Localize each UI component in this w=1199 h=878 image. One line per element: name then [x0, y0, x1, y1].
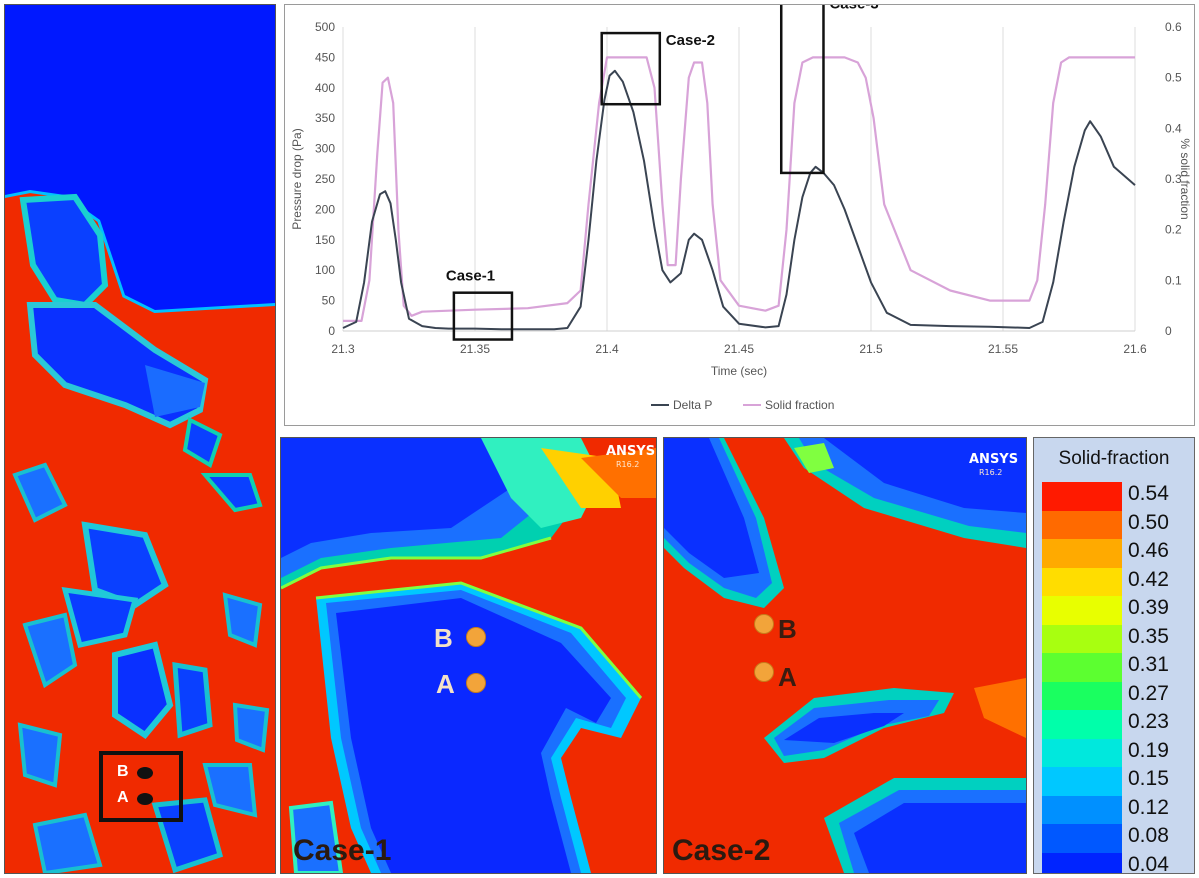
y2-tick-label: 0 — [1165, 324, 1172, 338]
case1-contour-image — [281, 438, 656, 873]
solid-fraction-line — [343, 56, 1135, 322]
colorbar-value: 0.35 — [1128, 624, 1169, 648]
annotation-box — [779, 5, 825, 175]
colorbar-value: 0.54 — [1128, 482, 1169, 505]
colorbar-swatch — [1042, 510, 1122, 540]
colorbar-swatch — [1042, 852, 1122, 873]
x-tick-label: 21.45 — [724, 342, 754, 356]
colorbar-value: 0.12 — [1128, 795, 1169, 819]
case2-point-a-marker — [754, 662, 774, 682]
y2-tick-label: 0.2 — [1165, 223, 1182, 237]
annotation-box — [452, 291, 514, 341]
colorbar-swatch — [1042, 738, 1122, 768]
colorbar-value: 0.46 — [1128, 539, 1169, 562]
case1-title: Case-1 — [293, 834, 392, 867]
case2-contour-image — [664, 438, 1026, 873]
chart-panel: 21.3 21.35 21.4 21.45 21.5 21.55 21.6 0 50 100 150… — [284, 4, 1195, 426]
colorbar-value: 0.04 — [1128, 852, 1169, 874]
case2-point-a-label: A — [778, 662, 797, 692]
colorbar-swatch — [1042, 539, 1122, 568]
case1-contour-panel: ANSYS R16.2 B A Case-1 — [280, 437, 657, 874]
left-contour-panel: B A — [4, 4, 276, 874]
colorbar-value: 0.39 — [1128, 596, 1169, 619]
colorbar-swatch — [1042, 795, 1122, 825]
colorbar-value: 0.15 — [1128, 767, 1169, 790]
y-tick-label: 400 — [315, 81, 335, 95]
colorbar-value: 0.50 — [1128, 510, 1169, 534]
colorbar-value: 0.23 — [1128, 710, 1169, 733]
colorbar-swatch — [1042, 653, 1122, 682]
case2-contour-panel: ANSYS R16.2 B A Case-2 — [663, 437, 1027, 874]
annotation-box — [600, 31, 662, 106]
case1-point-a-marker — [466, 673, 486, 693]
y-tick-label: 500 — [315, 20, 335, 34]
case2-watermark: ANSYS — [969, 452, 1019, 467]
case2-watermark-sub: R16.2 — [979, 468, 1003, 477]
x-tick-label: 21.4 — [595, 342, 619, 356]
y-tick-label: 300 — [315, 142, 335, 156]
case1-watermark-sub: R16.2 — [616, 460, 640, 469]
colorbar-swatch — [1042, 567, 1122, 597]
colorbar-value: 0.27 — [1128, 681, 1169, 705]
left-point-b-label: B — [117, 763, 129, 780]
y-tick-label: 450 — [315, 50, 335, 64]
x-tick-label: 21.6 — [1123, 342, 1147, 356]
colorbar-swatch — [1042, 824, 1122, 853]
y2-tick-label: 0.1 — [1165, 273, 1182, 287]
legend-solid-fraction-label: Solid fraction — [765, 398, 834, 412]
y-tick-label: 250 — [315, 172, 335, 186]
y2-tick-label: 0.6 — [1165, 20, 1182, 34]
x-tick-label: 21.55 — [988, 342, 1018, 356]
y2-tick-label: 0.3 — [1165, 172, 1182, 186]
colorbar-swatch — [1042, 624, 1122, 654]
line-chart: 21.3 21.35 21.4 21.45 21.5 21.55 21.6 0 50 100 150… — [290, 5, 1192, 412]
y-tick-label: 100 — [315, 263, 335, 277]
left-contour-image — [5, 5, 275, 873]
annotation-label: Case-3 — [829, 5, 878, 13]
colorbar-swatch — [1042, 767, 1122, 796]
case1-point-b-marker — [466, 627, 486, 647]
colorbar-value: 0.42 — [1128, 567, 1169, 591]
x-tick-label: 21.3 — [331, 342, 355, 356]
colorbar-value: 0.08 — [1128, 824, 1169, 847]
y-tick-label: 0 — [328, 324, 335, 338]
annotation-label: Case-2 — [666, 32, 715, 49]
colorbar-value: 0.19 — [1128, 738, 1169, 762]
left-point-a-label: A — [117, 789, 129, 806]
case1-watermark: ANSYS — [606, 444, 656, 459]
colorbar-value: 0.31 — [1128, 653, 1169, 676]
colorbar-swatch — [1042, 710, 1122, 739]
delta-p-line — [342, 69, 1136, 331]
x-tick-label: 21.35 — [460, 342, 490, 356]
y2-tick-label: 0.4 — [1165, 121, 1182, 135]
y-tick-label: 150 — [315, 233, 335, 247]
y-axis-title: Pressure drop (Pa) — [290, 128, 304, 229]
y2-tick-label: 0.5 — [1165, 71, 1182, 85]
annotation-label: Case-1 — [446, 268, 495, 285]
y-tick-label: 350 — [315, 111, 335, 125]
colorbar-panel: Solid-fraction 0.54 0.50 0.46 0.42 0.39 0.35 0… — [1033, 437, 1195, 874]
legend-delta-p-label: Delta P — [673, 398, 712, 412]
case2-title: Case-2 — [672, 834, 771, 867]
case2-point-b-marker — [754, 614, 774, 634]
case1-point-a-label: A — [436, 669, 455, 699]
x-tick-label: 21.5 — [859, 342, 883, 356]
colorbar-title: Solid-fraction — [1058, 448, 1170, 469]
colorbar-swatch — [1042, 681, 1122, 711]
case1-point-b-label: B — [434, 623, 453, 653]
colorbar-swatch — [1042, 482, 1122, 511]
case2-point-b-label: B — [778, 614, 797, 644]
y-tick-label: 50 — [322, 294, 336, 308]
x-axis-title: Time (sec) — [711, 364, 767, 378]
y2-axis-title: % solid fraction — [1178, 138, 1192, 219]
y-tick-label: 200 — [315, 202, 335, 216]
colorbar-swatch — [1042, 596, 1122, 625]
